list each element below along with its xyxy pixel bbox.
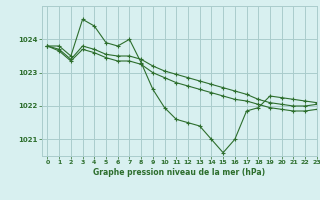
X-axis label: Graphe pression niveau de la mer (hPa): Graphe pression niveau de la mer (hPa): [93, 168, 265, 177]
